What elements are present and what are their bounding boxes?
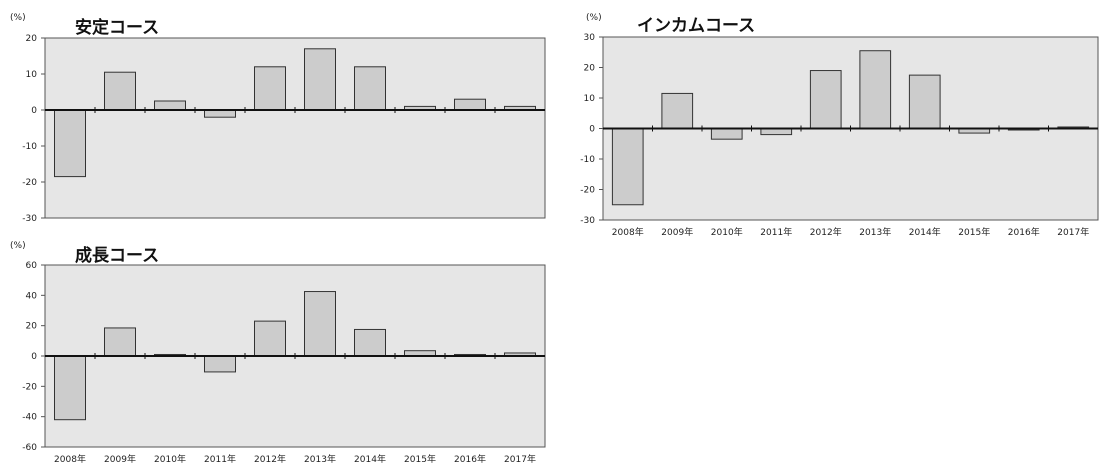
y-tick-label: 60 xyxy=(26,261,38,271)
y-tick-label: 20 xyxy=(26,322,38,332)
y-tick-label: -20 xyxy=(22,178,37,188)
bar-2014年 xyxy=(354,328,386,357)
x-tick-label: 2016年 xyxy=(1008,226,1040,238)
x-tick-label: 2013年 xyxy=(859,226,891,238)
x-tick-label: 2009年 xyxy=(661,226,693,238)
bar-2009年 xyxy=(104,327,136,357)
chart-title: 成長コース xyxy=(75,245,159,266)
x-tick-label: 2011年 xyxy=(204,453,236,465)
bar-2008年 xyxy=(54,355,86,421)
plot-area xyxy=(44,37,546,219)
y-tick-label: 20 xyxy=(584,64,596,74)
bar-2013年 xyxy=(304,291,336,357)
x-tick-label: 2012年 xyxy=(810,226,842,238)
y-tick-label: -10 xyxy=(580,155,595,165)
x-tick-label: 2015年 xyxy=(404,453,436,465)
chart-title: インカムコース xyxy=(637,16,755,36)
y-tick-label: 0 xyxy=(31,106,37,116)
y-tick-label: -40 xyxy=(22,413,37,423)
x-tick-label: 2012年 xyxy=(254,453,286,465)
y-tick-label: -60 xyxy=(22,443,37,453)
y-tick-label: 40 xyxy=(26,291,38,301)
y-tick-label: -10 xyxy=(22,142,37,152)
y-tick-label: 20 xyxy=(26,34,38,44)
x-tick-label: 2016年 xyxy=(454,453,486,465)
y-tick-label: -20 xyxy=(580,186,595,196)
x-tick-label: 2008年 xyxy=(54,453,86,465)
bar-2014年 xyxy=(354,66,386,111)
bar-2011年 xyxy=(204,355,236,373)
x-tick-label: 2015年 xyxy=(958,226,990,238)
bar-2008年 xyxy=(611,128,644,206)
bar-2012年 xyxy=(809,70,842,130)
y-unit-label: (%) xyxy=(10,241,26,251)
y-tick-label: 10 xyxy=(26,70,38,80)
y-tick-label: -30 xyxy=(580,216,595,226)
x-tick-label: 2010年 xyxy=(154,453,186,465)
y-tick-label: -30 xyxy=(22,214,37,224)
x-tick-label: 2010年 xyxy=(711,226,743,238)
x-tick-label: 2014年 xyxy=(909,226,941,238)
bar-2012年 xyxy=(254,320,286,357)
x-tick-label: 2011年 xyxy=(760,226,792,238)
y-tick-label: 30 xyxy=(584,33,596,43)
y-tick-label: -20 xyxy=(22,382,37,392)
bar-2013年 xyxy=(859,50,892,129)
chart-title: 安定コース xyxy=(75,17,159,38)
y-unit-label: (%) xyxy=(586,13,602,23)
x-tick-label: 2014年 xyxy=(354,453,386,465)
x-tick-label: 2017年 xyxy=(1057,226,1089,238)
x-tick-label: 2009年 xyxy=(104,453,136,465)
y-tick-label: 0 xyxy=(31,352,37,362)
y-tick-label: 0 xyxy=(589,125,595,135)
x-tick-label: 2008年 xyxy=(612,226,644,238)
x-tick-label: 2013年 xyxy=(304,453,336,465)
bar-2009年 xyxy=(661,92,694,130)
y-unit-label: (%) xyxy=(10,13,26,23)
x-tick-label: 2017年 xyxy=(504,453,536,465)
y-tick-label: 10 xyxy=(584,94,596,104)
